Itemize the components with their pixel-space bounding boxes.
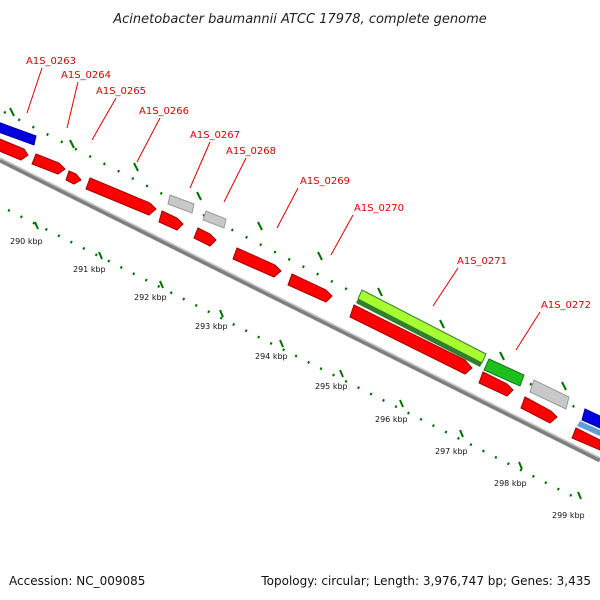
inner-major-tick: [339, 369, 344, 378]
outer-major-tick: [439, 319, 445, 329]
inner-major-tick: [518, 461, 523, 470]
leader-line: [432, 267, 459, 307]
outer-major-tick: [9, 107, 15, 117]
leader-line: [136, 117, 161, 163]
outer-major-tick: [257, 221, 263, 231]
gene-label[interactable]: A1S_0268: [226, 146, 276, 157]
inner-major-tick: [34, 221, 39, 230]
inner-major-tick: [459, 429, 464, 438]
feature-unknown[interactable]: [167, 194, 195, 214]
gene-label-leaders: [26, 67, 541, 351]
cds-arrow[interactable]: [349, 304, 473, 375]
cds-arrow[interactable]: [31, 153, 66, 175]
leader-line: [223, 157, 247, 203]
inner-major-tick: [399, 399, 404, 408]
tick-label: 297 kbp: [435, 447, 468, 456]
feature-blue[interactable]: [0, 121, 37, 146]
inner-major-tick: [577, 491, 582, 500]
forward-strand-features: [0, 121, 600, 436]
cds-arrow[interactable]: [232, 247, 282, 278]
gene-label[interactable]: A1S_0267: [190, 130, 240, 141]
outer-major-tick: [499, 351, 505, 361]
tick-label: 291 kbp: [73, 265, 106, 274]
inner-major-tick: [98, 251, 103, 260]
feature-blue[interactable]: [581, 408, 600, 429]
outer-major-tick: [69, 139, 75, 149]
leader-line: [66, 81, 79, 129]
inner-major-tick: [159, 280, 164, 289]
feature-unknown[interactable]: [529, 379, 570, 410]
leader-line: [330, 214, 354, 256]
feature-lightblue[interactable]: [577, 421, 600, 436]
tick-label: 290 kbp: [10, 237, 43, 246]
outer-major-tick: [196, 191, 202, 201]
cds-arrow[interactable]: [0, 137, 29, 161]
cds-arrow[interactable]: [193, 227, 217, 247]
tick-label: 294 kbp: [255, 352, 288, 361]
leader-line: [26, 67, 43, 114]
tick-label: 296 kbp: [375, 415, 408, 424]
tick-label: 293 kbp: [195, 322, 228, 331]
tick-label: 295 kbp: [315, 382, 348, 391]
cds-arrow[interactable]: [158, 210, 184, 231]
feature-lime-shadow: [356, 299, 482, 367]
inner-dotted-line: [7, 208, 581, 502]
outer-tick-row: [3, 107, 600, 422]
cds-arrow[interactable]: [287, 273, 333, 303]
leader-line: [515, 311, 541, 351]
outer-major-tick: [133, 162, 139, 172]
outer-major-tick: [561, 381, 567, 391]
gene-label[interactable]: A1S_0264: [61, 70, 111, 81]
kbp-tick-labels: 290 kbp 291 kbp 292 kbp 293 kbp 294 kbp …: [10, 237, 585, 520]
gene-label[interactable]: A1S_0270: [354, 203, 404, 214]
leader-line: [276, 187, 299, 229]
gene-label[interactable]: A1S_0263: [26, 56, 76, 67]
topology-text: Topology: circular; Length: 3,976,747 bp…: [260, 574, 591, 588]
gene-label[interactable]: A1S_0269: [300, 176, 350, 187]
map-title: Acinetobacter baumannii ATCC 17978, comp…: [112, 12, 487, 27]
gene-label[interactable]: A1S_0265: [96, 86, 146, 97]
outer-major-tick: [377, 287, 383, 297]
cds-arrow[interactable]: [65, 170, 82, 185]
cds-arrow[interactable]: [571, 427, 600, 451]
leader-line: [189, 141, 211, 189]
gene-labels: A1S_0263 A1S_0264 A1S_0265 A1S_0266 A1S_…: [26, 56, 591, 311]
tick-label: 292 kbp: [134, 293, 167, 302]
outer-major-tick: [317, 251, 323, 261]
feature-green[interactable]: [483, 358, 525, 387]
leader-line: [91, 97, 117, 141]
cds-arrow[interactable]: [520, 396, 558, 424]
feature-unknown[interactable]: [202, 210, 227, 229]
tick-label: 298 kbp: [494, 479, 527, 488]
genome-backbone: [0, 157, 600, 463]
gene-label[interactable]: A1S_0266: [139, 106, 189, 117]
backbone-highlight: [0, 157, 600, 459]
inner-major-tick: [279, 339, 284, 348]
inner-tick-row: [7, 208, 582, 502]
gene-label[interactable]: A1S_0271: [457, 256, 507, 267]
cds-arrow[interactable]: [478, 371, 514, 397]
accession-text: Accession: NC_009085: [9, 574, 145, 588]
gene-label[interactable]: A1S_0272: [541, 300, 591, 311]
backbone-line: [0, 157, 600, 463]
tick-label: 299 kbp: [552, 511, 585, 520]
reverse-strand-features: [0, 137, 600, 451]
inner-major-tick: [219, 309, 224, 318]
cds-arrow[interactable]: [85, 177, 157, 216]
